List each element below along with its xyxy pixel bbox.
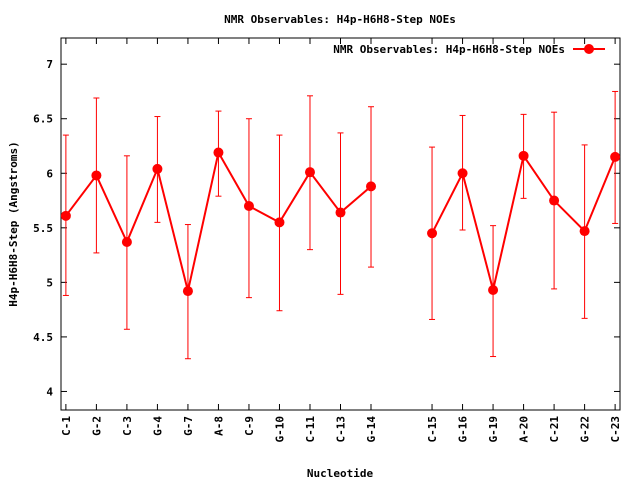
x-tick-label: G-4 (151, 416, 164, 436)
x-tick-label: C-23 (609, 416, 622, 443)
legend-label: NMR Observables: H4p-H6H8-Step NOEs (333, 43, 565, 56)
x-tick-label: G-10 (273, 416, 286, 443)
x-tick-label: C-21 (548, 416, 561, 443)
y-tick-label: 4.5 (33, 331, 53, 344)
x-tick-label: G-7 (182, 416, 195, 436)
x-tick-label: C-3 (121, 416, 134, 436)
y-axis-label: H4p-H6H8-Step (Angstroms) (7, 141, 20, 307)
axes: 4 4.5 5 5.5 6 6.5 7 C-1 G-2 C-3 G-4 G-7 A-8 C-9 G-10 C-… (33, 38, 622, 443)
data-point (60, 210, 71, 221)
x-tick-label: C-11 (304, 416, 317, 443)
data-point (335, 207, 346, 218)
x-tick-label: G-19 (487, 416, 500, 443)
data-point (457, 168, 468, 179)
data-point (579, 226, 590, 237)
data-point (274, 217, 285, 228)
y-tick-label: 6 (46, 167, 53, 180)
x-tick-label: G-2 (90, 416, 103, 436)
data-point (518, 150, 529, 161)
data-point (366, 181, 377, 192)
x-axis-label: Nucleotide (307, 467, 374, 480)
x-tick-label: C-13 (335, 416, 348, 443)
data-point (182, 286, 193, 297)
data-point (243, 201, 254, 211)
legend: NMR Observables: H4p-H6H8-Step NOEs (333, 43, 605, 56)
y-tick-label: 5 (46, 276, 53, 289)
x-tick-label: G-22 (579, 416, 592, 443)
x-tick-label: G-16 (457, 416, 470, 443)
data-point (427, 228, 438, 239)
x-tick-label: C-1 (60, 416, 73, 436)
data-point (152, 163, 163, 174)
data-point (304, 167, 315, 178)
x-tick-label: A-20 (518, 416, 531, 443)
legend-marker-swatch (584, 44, 594, 54)
data-point (213, 147, 224, 158)
chart-title: NMR Observables: H4p-H6H8-Step NOEs (224, 13, 456, 26)
data-marks (60, 90, 621, 360)
y-tick-label: 4 (46, 385, 53, 398)
data-point (91, 170, 102, 181)
data-point (488, 285, 499, 295)
y-tick-label: 6.5 (33, 113, 53, 126)
data-point (610, 151, 621, 162)
x-tick-label: C-9 (243, 416, 256, 436)
x-tick-label: A-8 (212, 416, 225, 436)
x-tick-label: C-15 (426, 416, 439, 443)
data-point (549, 195, 560, 206)
data-point (121, 237, 132, 247)
y-tick-label: 7 (46, 58, 53, 71)
x-tick-label: G-14 (365, 416, 378, 443)
y-tick-label: 5.5 (33, 222, 53, 235)
